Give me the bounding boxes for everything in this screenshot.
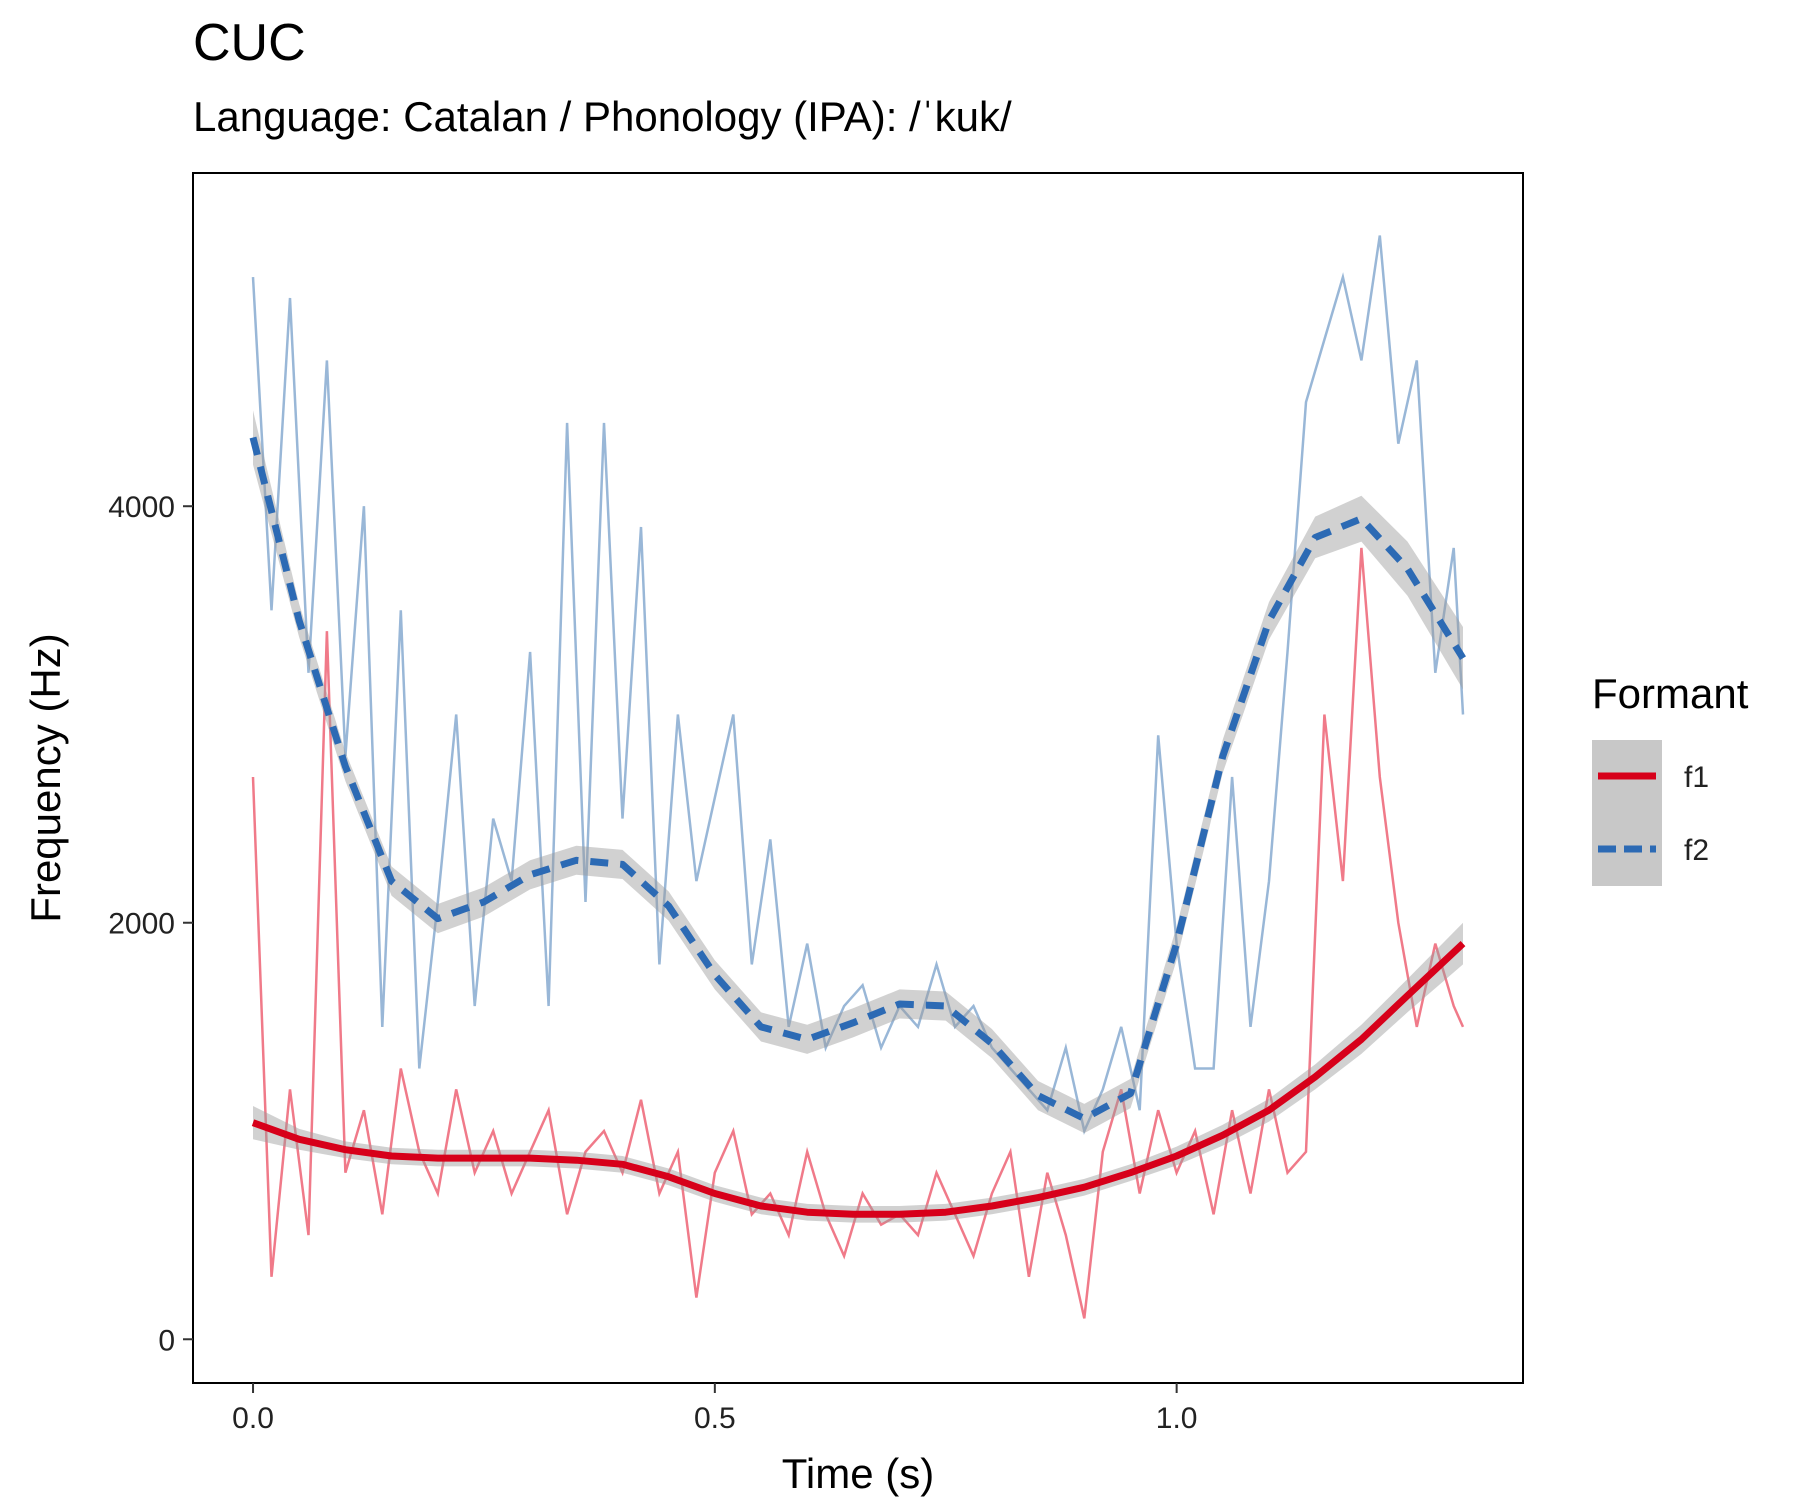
chart-subtitle: Language: Catalan / Phonology (IPA): /ˈk… [193, 93, 1012, 140]
plot-panel [193, 173, 1523, 1383]
raw-line-f1 [251, 547, 1465, 1319]
legend: Formant f1 f2 [1592, 670, 1749, 886]
legend-title: Formant [1592, 670, 1749, 717]
x-tick-label: 0.0 [232, 1402, 274, 1435]
y-tick-label: 2000 [108, 908, 175, 941]
chart-title: CUC [193, 14, 306, 72]
x-axis: 0.0 0.5 1.0 [232, 1383, 1198, 1435]
legend-item-f1: f1 [1592, 740, 1709, 813]
y-axis-title: Frequency (Hz) [22, 633, 69, 922]
smooth-line-f1 [251, 941, 1466, 1218]
smooth-line-layer [249, 436, 1466, 1218]
raw-series-layer [251, 235, 1465, 1319]
raw-line-f2 [251, 235, 1465, 1135]
plot-border [192, 172, 1524, 1384]
legend-label-f1: f1 [1684, 761, 1709, 794]
smooth-line-f2 [249, 436, 1466, 1122]
y-tick-label: 4000 [108, 491, 175, 524]
x-tick-label: 0.5 [694, 1402, 736, 1435]
x-axis-title: Time (s) [782, 1450, 934, 1497]
legend-label-f2: f2 [1684, 834, 1709, 867]
y-tick-label: 0 [158, 1324, 175, 1357]
y-axis: 0 2000 4000 [108, 491, 193, 1357]
legend-item-f2: f2 [1592, 813, 1709, 886]
x-tick-label: 1.0 [1156, 1402, 1198, 1435]
